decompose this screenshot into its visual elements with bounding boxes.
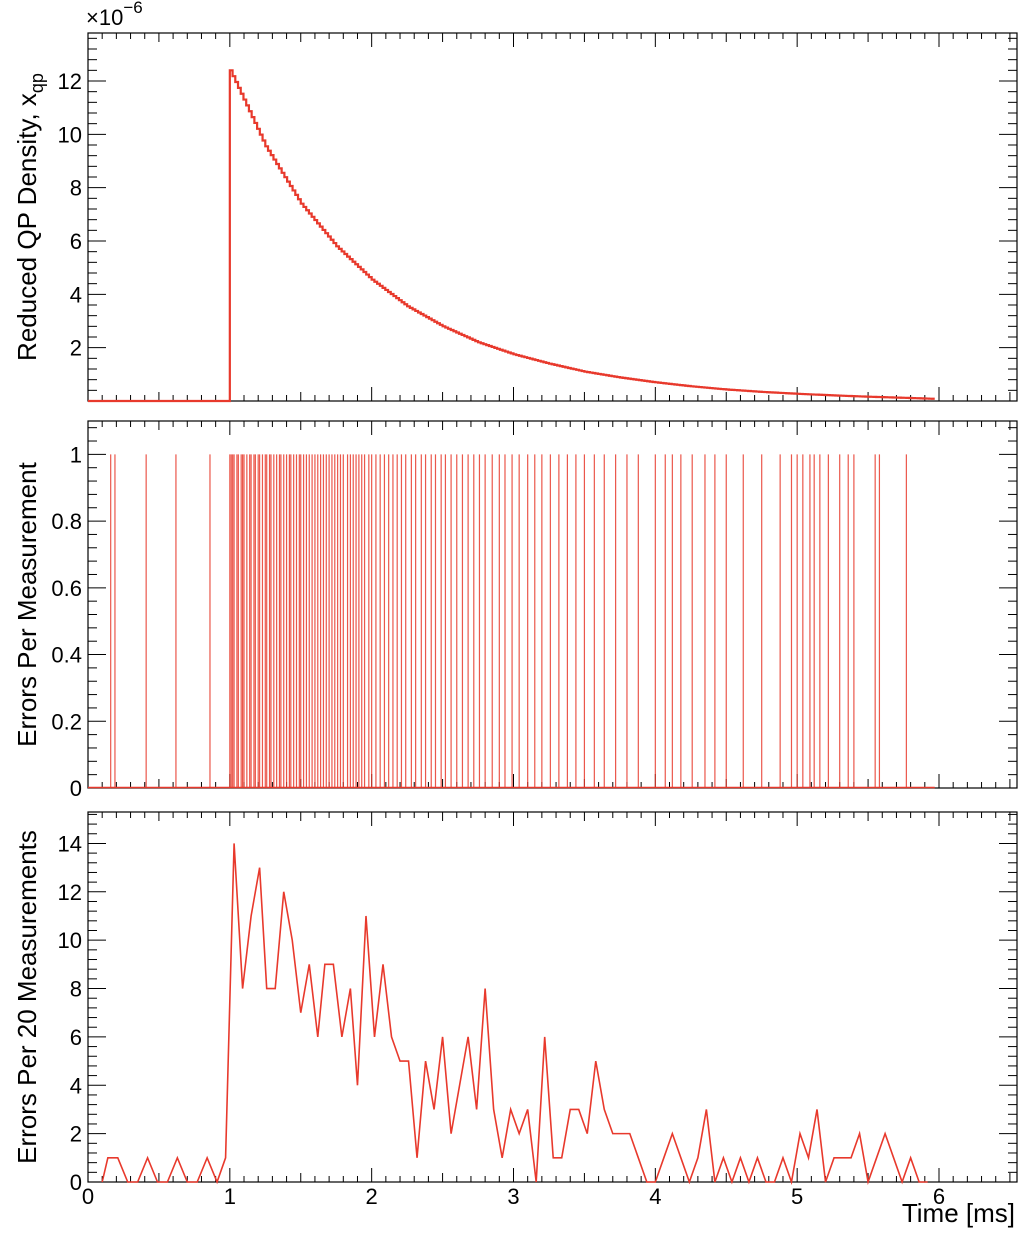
y-tick-label: 8 [70, 977, 82, 1002]
y-tick-label: 4 [70, 1073, 82, 1098]
y-tick-label: 8 [70, 176, 82, 201]
y-axis-title: Errors Per Measurement [12, 461, 42, 746]
x-tick-label: 1 [224, 1184, 236, 1209]
x-tick-label: 3 [507, 1184, 519, 1209]
y-tick-label: 0 [70, 776, 82, 801]
y-tick-label: 6 [70, 1025, 82, 1050]
y-tick-label: 0 [70, 1170, 82, 1195]
x-tick-label: 2 [366, 1184, 378, 1209]
x-axis-title: Time [ms] [902, 1198, 1015, 1228]
y-axis-title: Errors Per 20 Measurements [12, 830, 42, 1164]
y-axis-multiplier: ×10−6 [86, 0, 143, 30]
panel-qp-density: 2 4 6 8 10 12 Reduced QP Density, xqp ×10−6 [12, 0, 1018, 403]
y-tick-label: 0.4 [51, 643, 82, 668]
y-tick-label: 2 [70, 336, 82, 361]
plot-frame [87, 32, 1018, 402]
x-tick-label: 0 [82, 1184, 94, 1209]
y-tick-label: 1 [70, 442, 82, 467]
series-line-qp-density [88, 69, 935, 403]
y-tick-label: 4 [70, 282, 82, 307]
y-tick-label: 12 [58, 880, 82, 905]
y-tick-label: 0.6 [51, 576, 82, 601]
y-axis-title: Reduced QP Density, xqp [12, 73, 47, 361]
y-tick-label: 6 [70, 229, 82, 254]
y-axis-title-subscript: qp [27, 73, 47, 93]
y-tick-label: 10 [58, 122, 82, 147]
y-tick-label: 10 [58, 928, 82, 953]
x-tick-label: 4 [649, 1184, 661, 1209]
y-tick-label: 2 [70, 1122, 82, 1147]
series-line-errors-20 [101, 843, 928, 1186]
y-axis-multiplier-exponent: −6 [123, 0, 142, 17]
y-tick-label: 0.2 [51, 709, 82, 734]
y-tick-label: 12 [58, 69, 82, 94]
x-tick-label: 6 [933, 1184, 945, 1209]
plot-frame [87, 811, 1018, 1183]
y-tick-label: 0.8 [51, 509, 82, 534]
panel-errors-per-measurement: 0 0.2 0.4 0.6 0.8 1 Errors Per Measurement [12, 420, 1018, 801]
plot-frame [87, 420, 1018, 789]
x-tick-label: 5 [791, 1184, 803, 1209]
y-tick-label: 14 [58, 831, 82, 856]
